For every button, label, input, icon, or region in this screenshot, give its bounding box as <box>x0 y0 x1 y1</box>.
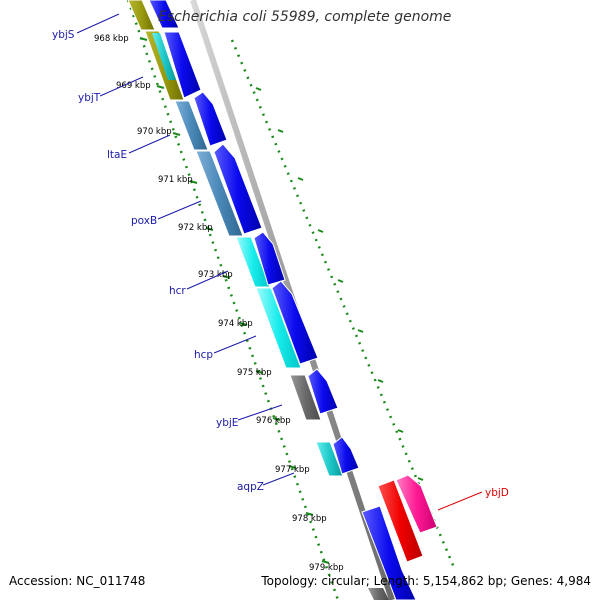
gene-label-ltaE[interactable]: ltaE <box>107 149 127 161</box>
gene-leader-lines <box>76 13 483 511</box>
gene-box-hcr[interactable] <box>235 236 271 288</box>
tick-label: 979 kbp <box>309 563 344 573</box>
cds-arrow[interactable] <box>213 143 263 235</box>
tick-label: 971 kbp <box>158 175 193 185</box>
tick-label: 977 kbp <box>275 465 310 475</box>
ybjD-red-box[interactable] <box>377 479 424 563</box>
tick-label: 972 kbp <box>178 223 213 233</box>
gene-label-ybjE[interactable]: ybjE <box>216 417 238 429</box>
cds-arrow[interactable] <box>271 280 319 365</box>
gene-label-ybjS[interactable]: ybjS <box>52 29 75 41</box>
outer-track-ticks <box>255 87 424 481</box>
gene-label-ybjT[interactable]: ybjT <box>78 92 101 104</box>
gene-box-hcp[interactable] <box>255 287 302 369</box>
cds-arrow[interactable] <box>253 231 286 286</box>
gene-box-poxB[interactable] <box>195 150 244 237</box>
edge-gene-box <box>368 588 389 600</box>
tick-label: 973 kbp <box>198 270 233 280</box>
gene-label-hcp[interactable]: hcp <box>194 349 213 361</box>
gene-box-ybjS[interactable] <box>127 0 156 31</box>
tick-label: 970 kbp <box>137 127 172 137</box>
gene-label-aqpZ[interactable]: aqpZ <box>237 481 264 493</box>
ybjD-pink-arrow[interactable] <box>395 474 438 534</box>
scale-dotted-line <box>126 0 340 600</box>
accession-text: Accession: NC_011748 <box>9 574 146 588</box>
gene-box-ybjT-cog[interactable] <box>152 33 176 80</box>
tick-label: 975 kbp <box>237 368 272 378</box>
tick-label: 968 kbp <box>94 34 129 44</box>
cds-arrow[interactable] <box>163 31 202 99</box>
gene-box-aqpZ[interactable] <box>315 441 344 477</box>
scale-major-ticks <box>139 37 330 564</box>
tick-label: 974 kbp <box>218 319 253 329</box>
cds-arrow[interactable] <box>332 436 360 475</box>
gene-box-ltaE[interactable] <box>174 100 209 151</box>
scale-tick-labels: 968 kbp 969 kbp 970 kbp 971 kbp 972 kbp … <box>94 34 344 573</box>
gene-label-hcr[interactable]: hcr <box>169 285 186 297</box>
gene-labels: ybjS ybjT ltaE poxB hcr hcp ybjE aqpZ yb… <box>52 29 509 499</box>
gene-box-ybjE[interactable] <box>289 374 322 421</box>
map-title: Escherichia coli 55989, complete genome <box>158 9 452 25</box>
inner-gene-track <box>127 0 344 477</box>
gene-label-poxB[interactable]: poxB <box>131 215 157 227</box>
gene-label-ybjD[interactable]: ybjD <box>485 487 509 499</box>
forward-cds-track <box>148 0 417 600</box>
genome-summary-text: Topology: circular; Length: 5,154,862 bp… <box>261 574 591 588</box>
tick-label: 978 kbp <box>292 514 327 524</box>
cds-arrow[interactable] <box>307 368 339 415</box>
cds-arrow[interactable] <box>193 91 228 147</box>
highlight-gene-ybjD[interactable] <box>377 474 438 563</box>
tick-label: 969 kbp <box>116 81 151 91</box>
tick-label: 976 kbp <box>256 416 291 426</box>
cds-arrow[interactable] <box>148 0 180 29</box>
cds-arrow[interactable] <box>361 505 417 600</box>
